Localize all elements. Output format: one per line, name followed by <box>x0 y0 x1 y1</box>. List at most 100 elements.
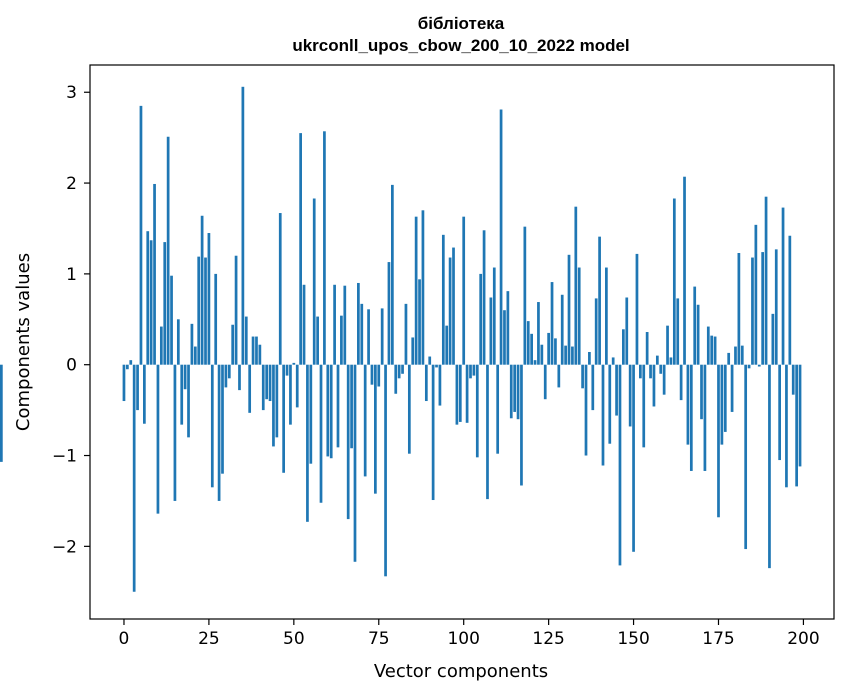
bar-10 <box>156 364 160 514</box>
bar-18 <box>183 364 187 390</box>
bar-158 <box>659 364 663 374</box>
bar-187 <box>757 364 761 367</box>
bar-137 <box>588 351 591 365</box>
bar-58 <box>319 364 323 503</box>
bar-59 <box>323 131 326 365</box>
bar-192 <box>774 249 778 365</box>
bar-181 <box>737 253 741 365</box>
y-tick-label: −1 <box>52 447 77 467</box>
bar-96 <box>448 257 452 365</box>
bar-131 <box>567 254 571 365</box>
bar-48 <box>285 364 289 376</box>
bar-145 <box>615 364 618 416</box>
bar-99 <box>458 364 462 422</box>
bar-177 <box>723 364 727 432</box>
bar-95 <box>445 325 449 365</box>
bar-168 <box>693 286 697 365</box>
bar-98 <box>455 364 459 425</box>
bar-21 <box>193 346 197 365</box>
bar-38 <box>251 336 255 365</box>
bar-113 <box>506 291 510 365</box>
bar-55 <box>309 364 313 464</box>
bar-42 <box>265 364 269 400</box>
bar-93 <box>438 364 442 406</box>
bar-33 <box>234 255 238 365</box>
x-tick-label: 0 <box>119 629 130 649</box>
bar-135 <box>581 364 584 389</box>
bar-41 <box>261 364 265 411</box>
bar-20 <box>190 323 194 365</box>
x-tick-label: 100 <box>447 629 479 649</box>
bar-103 <box>472 364 476 376</box>
x-tick-label: 125 <box>532 629 564 649</box>
bar-16 <box>176 319 180 365</box>
bar-12 <box>163 242 167 365</box>
bar-73 <box>370 364 374 385</box>
bar-117 <box>520 364 523 486</box>
bar-43 <box>268 364 272 402</box>
bar-83 <box>404 303 408 365</box>
bar-26 <box>210 364 214 488</box>
bar-14 <box>170 275 173 365</box>
bar-196 <box>788 235 792 365</box>
bar-119 <box>526 321 530 365</box>
bar-8 <box>149 240 153 365</box>
bar-1 <box>126 364 129 370</box>
bar-89 <box>424 364 428 402</box>
bar-104 <box>475 364 479 458</box>
bar-28 <box>217 364 221 501</box>
chart-title-line-2: ukrconll_upos_cbow_200_10_2022 model <box>292 36 629 55</box>
bar-53 <box>302 284 306 365</box>
bar-35 <box>241 86 245 365</box>
bar-115 <box>513 364 517 412</box>
bar-188 <box>761 252 765 365</box>
bar-132 <box>571 346 574 365</box>
bar-170 <box>700 364 703 420</box>
bar-51 <box>295 364 299 408</box>
bar-69 <box>357 282 360 365</box>
bar-45 <box>275 364 279 438</box>
bar-153 <box>642 364 646 448</box>
bar-78 <box>387 262 391 365</box>
bar-57 <box>316 316 319 365</box>
bar-9 <box>153 183 156 365</box>
bar-129 <box>560 294 564 365</box>
bar-136 <box>584 364 588 456</box>
bar-15 <box>173 364 177 501</box>
bar-114 <box>509 364 513 419</box>
bar-186 <box>754 224 758 365</box>
bar-151 <box>635 253 639 365</box>
bar-164 <box>679 364 683 401</box>
bar-133 <box>574 206 578 365</box>
bar-122 <box>537 302 540 365</box>
bar-undefined <box>0 364 3 462</box>
bar-110 <box>496 364 500 454</box>
bar-144 <box>611 357 615 365</box>
bar-108 <box>489 297 493 365</box>
bar-46 <box>278 213 282 365</box>
bar-87 <box>418 279 421 365</box>
bar-39 <box>255 336 258 365</box>
bar-65 <box>343 285 347 365</box>
bar-88 <box>421 210 425 365</box>
bar-175 <box>717 364 720 518</box>
bar-141 <box>601 364 605 466</box>
bar-50 <box>292 362 296 365</box>
bar-149 <box>628 364 632 427</box>
bar-197 <box>791 364 795 395</box>
bar-198 <box>795 364 798 487</box>
bar-107 <box>486 364 489 500</box>
bar-150 <box>632 364 635 552</box>
bar-71 <box>363 364 367 477</box>
bar-3 <box>132 364 136 592</box>
bar-70 <box>360 303 364 365</box>
bar-66 <box>346 364 350 520</box>
bar-27 <box>214 273 218 365</box>
y-tick-label: −2 <box>52 537 77 557</box>
bar-118 <box>523 226 527 365</box>
bar-162 <box>672 198 676 365</box>
bar-86 <box>414 216 418 365</box>
bar-63 <box>336 364 340 448</box>
bar-29 <box>221 364 224 474</box>
y-tick-label: 2 <box>66 174 77 194</box>
